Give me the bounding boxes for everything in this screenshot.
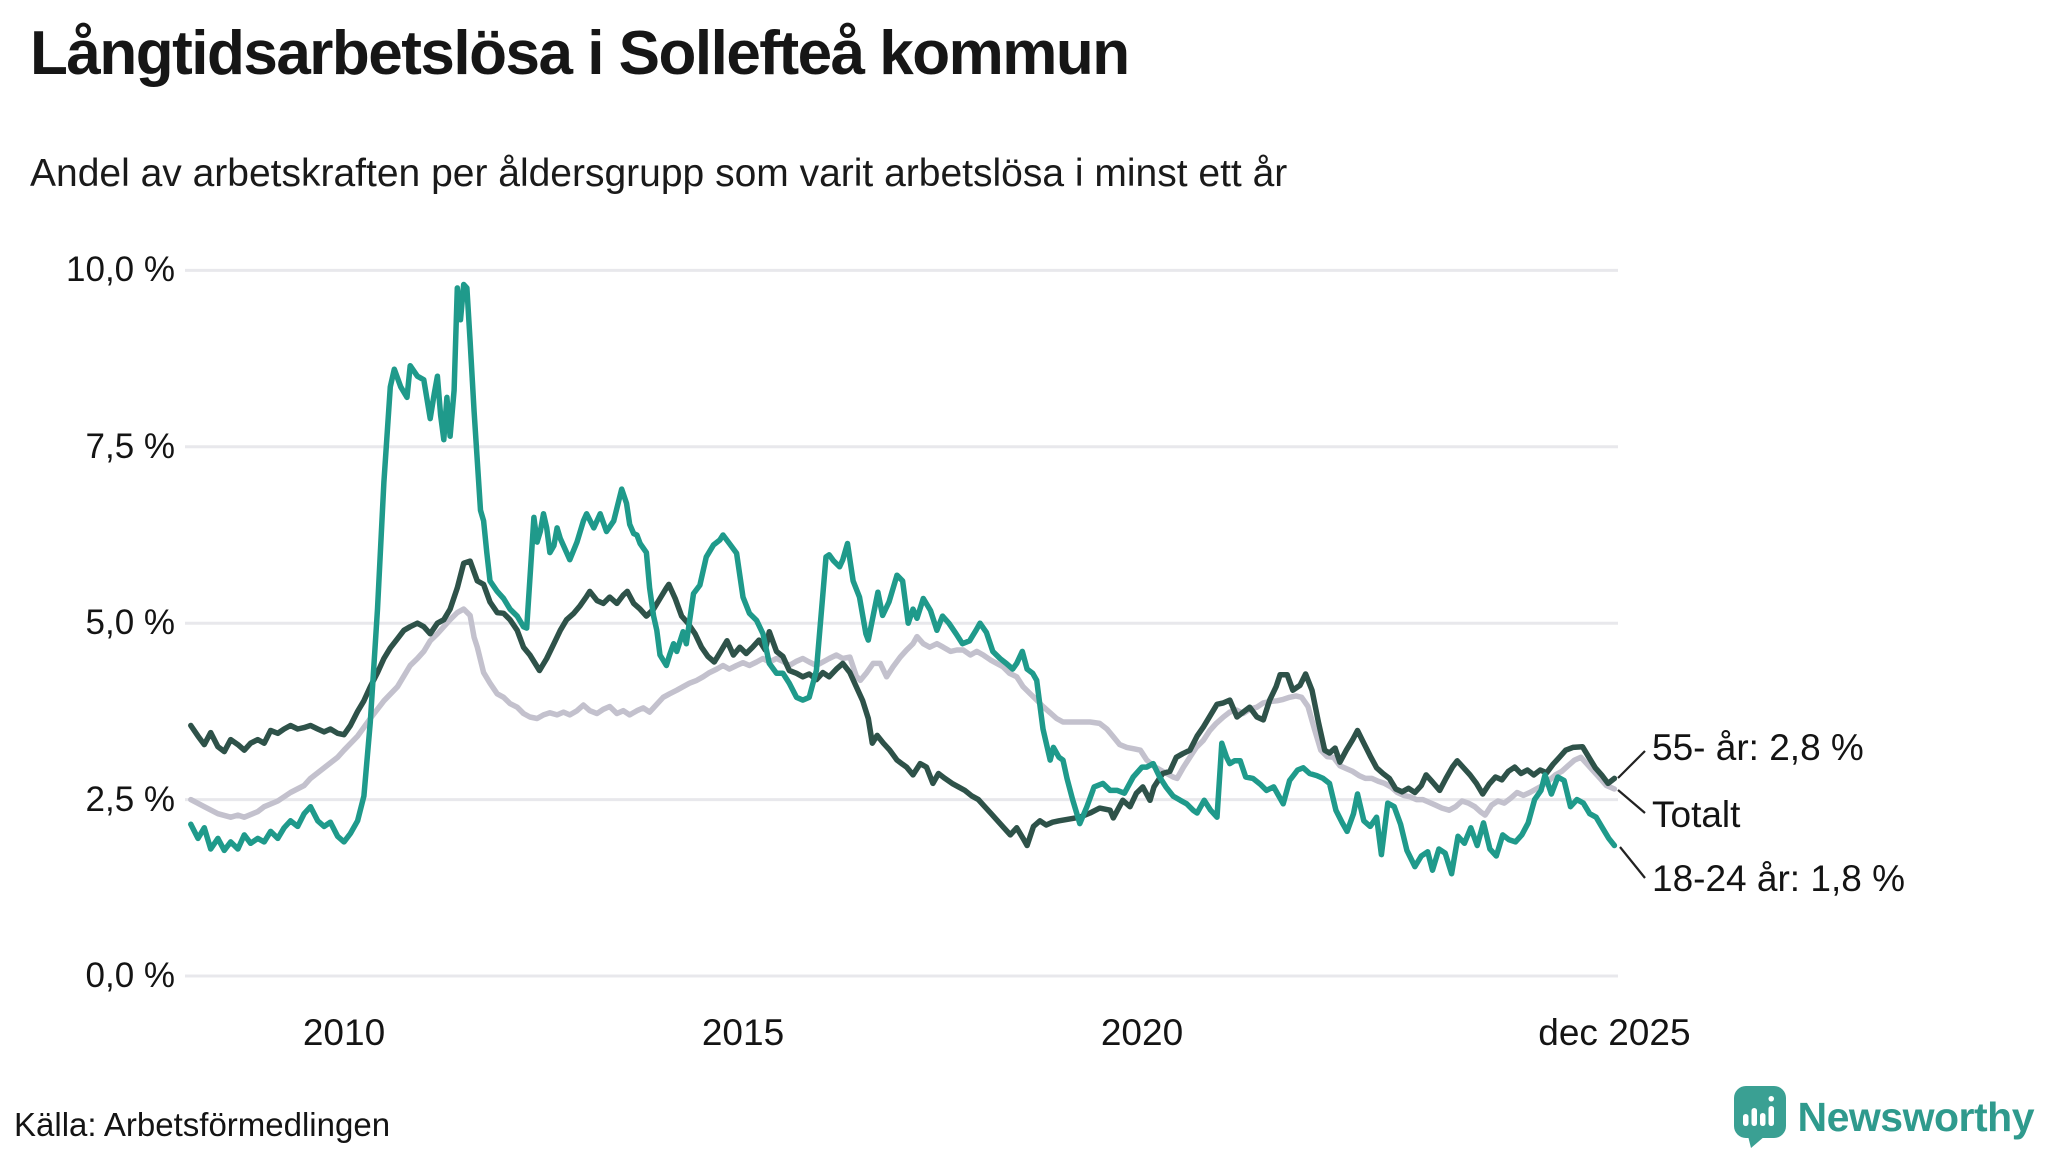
page-subtitle: Andel av arbetskraften per åldersgrupp s… <box>30 152 1288 195</box>
source-note: Källa: Arbetsförmedlingen <box>14 1106 391 1143</box>
y-tick-label: 2,5 % <box>85 779 176 819</box>
series-line-totalt <box>188 606 1618 820</box>
newsworthy-logo-icon <box>1733 1086 1786 1148</box>
leader-line-55 <box>1617 750 1646 779</box>
leader-line-totalt <box>1617 789 1646 814</box>
series-label-55: 55- år: 2,8 % <box>1652 727 1864 768</box>
series-label-totalt: Totalt <box>1652 794 1741 835</box>
series-line-18-24 <box>188 281 1618 877</box>
x-tick-label: 2015 <box>701 1012 785 1053</box>
series-group <box>188 281 1618 877</box>
x-tick-label: 2010 <box>302 1012 386 1053</box>
y-tick-label: 10,0 % <box>66 250 175 290</box>
newsworthy-brand: Newsworthy <box>1733 1086 2035 1148</box>
y-tick-label: 7,5 % <box>85 426 176 466</box>
series-label-18-24: 18-24 år: 1,8 % <box>1652 858 1905 899</box>
newsworthy-wordmark: Newsworthy <box>1797 1093 2035 1140</box>
gridlines-group <box>185 268 1618 978</box>
page-title: Långtidsarbetslösa i Sollefteå kommun <box>30 19 1130 88</box>
leader-lines-group <box>1617 750 1646 879</box>
y-tick-label: 5,0 % <box>85 603 176 643</box>
x-tick-label: 2020 <box>1100 1012 1184 1053</box>
leader-line-18-24 <box>1619 846 1646 879</box>
y-tick-label: 0,0 % <box>85 956 176 995</box>
x-tick-label: dec 2025 <box>1538 1012 1691 1053</box>
series-line-55 <box>188 558 1618 849</box>
